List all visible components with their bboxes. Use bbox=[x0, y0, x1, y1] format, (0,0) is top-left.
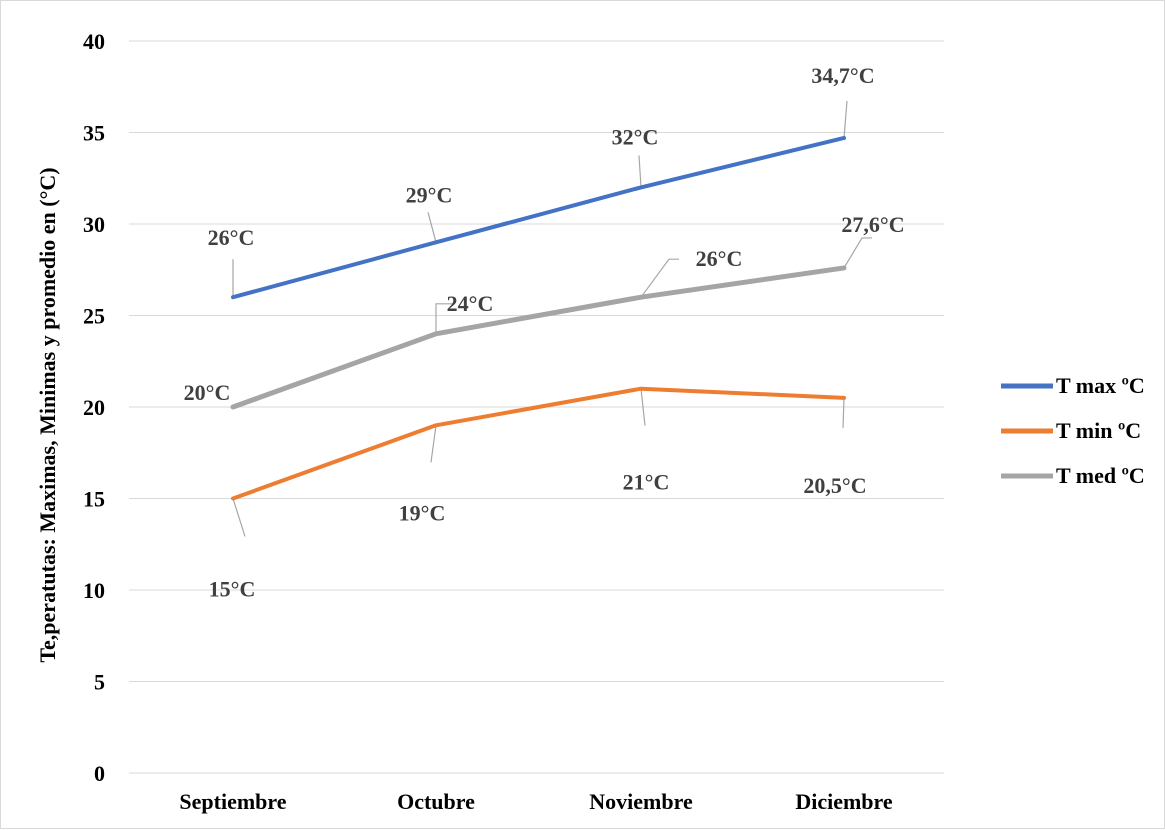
data-label: 26°C bbox=[208, 225, 255, 250]
y-tick-label: 25 bbox=[83, 304, 105, 329]
series-line bbox=[230, 265, 847, 410]
label-leader-line bbox=[843, 237, 872, 269]
label-leader-line bbox=[435, 303, 454, 334]
legend-entry-label: T min ºC bbox=[1056, 418, 1141, 443]
y-axis-title: Te,peratutas: Maximas, Minimas y promedi… bbox=[35, 167, 60, 662]
x-tick-label: Octubre bbox=[397, 789, 475, 814]
label-leader-line bbox=[640, 388, 646, 426]
legend-entry-label: T max ºC bbox=[1056, 373, 1145, 398]
y-tick-label: 35 bbox=[83, 121, 105, 146]
label-leader-line bbox=[430, 425, 437, 463]
y-tick-label: 30 bbox=[83, 212, 105, 237]
data-label: 29°C bbox=[406, 182, 453, 207]
data-label: 32°C bbox=[612, 124, 659, 149]
label-leader-line bbox=[638, 155, 642, 188]
data-label: 27,6°C bbox=[841, 212, 904, 237]
data-label: 34,7°C bbox=[811, 63, 874, 88]
x-axis-ticks: Septiembre Octubre Noviembre Diciembre bbox=[179, 789, 892, 814]
x-tick-label: Septiembre bbox=[179, 789, 286, 814]
y-tick-label: 10 bbox=[83, 578, 105, 603]
label-leader-line bbox=[843, 100, 848, 139]
data-label: 19°C bbox=[399, 500, 446, 525]
y-tick-label: 40 bbox=[83, 29, 105, 54]
series-lines bbox=[230, 135, 847, 501]
legend-entry-label: T med ºC bbox=[1056, 463, 1145, 488]
y-tick-label: 0 bbox=[94, 761, 105, 786]
series-line bbox=[231, 135, 846, 300]
series-line bbox=[231, 386, 846, 501]
label-leader-line bbox=[842, 397, 845, 428]
x-tick-label: Diciembre bbox=[795, 789, 893, 814]
y-tick-label: 5 bbox=[94, 670, 105, 695]
label-leader-line bbox=[232, 498, 246, 537]
label-leader-line bbox=[640, 258, 679, 298]
legend: T max ºC T min ºC T med ºC bbox=[1001, 373, 1145, 488]
data-label: 15°C bbox=[209, 577, 256, 602]
label-leader-line bbox=[427, 212, 437, 243]
data-label: 26°C bbox=[696, 246, 743, 271]
x-tick-label: Noviembre bbox=[589, 789, 693, 814]
data-label: 21°C bbox=[623, 470, 670, 495]
y-axis-ticks: 0 5 10 15 20 25 30 35 40 bbox=[83, 29, 105, 786]
label-leader-lines bbox=[232, 100, 872, 537]
data-label: 20,5°C bbox=[803, 473, 866, 498]
y-tick-label: 15 bbox=[83, 487, 105, 512]
data-labels: 26°C 29°C 32°C 34,7°C 15°C 19°C 21°C 20,5°C 20°C… bbox=[184, 63, 905, 602]
data-label: 20°C bbox=[184, 380, 231, 405]
data-label: 24°C bbox=[447, 291, 494, 316]
y-tick-label: 20 bbox=[83, 395, 105, 420]
